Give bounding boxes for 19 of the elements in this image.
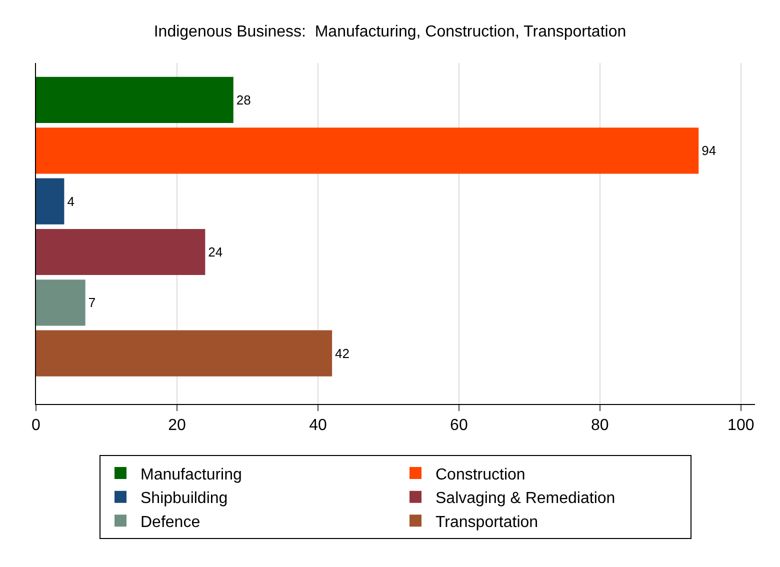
data-label: 4: [67, 194, 74, 209]
legend-label: Defence: [140, 514, 200, 531]
data-label: 42: [335, 346, 350, 361]
legend-label: Transportation: [436, 514, 538, 531]
legend-label: Shipbuilding: [140, 490, 228, 508]
data-label: 94: [702, 143, 716, 158]
chart-title: Indigenous Business: Manufacturing, Construction, Transportation: [154, 24, 626, 41]
x-tick-label: 20: [168, 417, 186, 434]
data-label: 7: [88, 295, 96, 310]
x-tick-label: 80: [591, 417, 609, 434]
legend-label: Manufacturing: [140, 466, 242, 484]
x-tick-label: 40: [309, 417, 327, 434]
x-tick-label: 60: [450, 417, 468, 434]
data-label: 24: [208, 244, 223, 260]
legend-label: Salvaging & Remediation: [436, 490, 616, 508]
x-tick-label: 0: [32, 417, 41, 434]
data-label: 28: [236, 92, 251, 108]
x-tick-label: 100: [728, 417, 754, 434]
legend-label: Construction: [436, 466, 526, 484]
